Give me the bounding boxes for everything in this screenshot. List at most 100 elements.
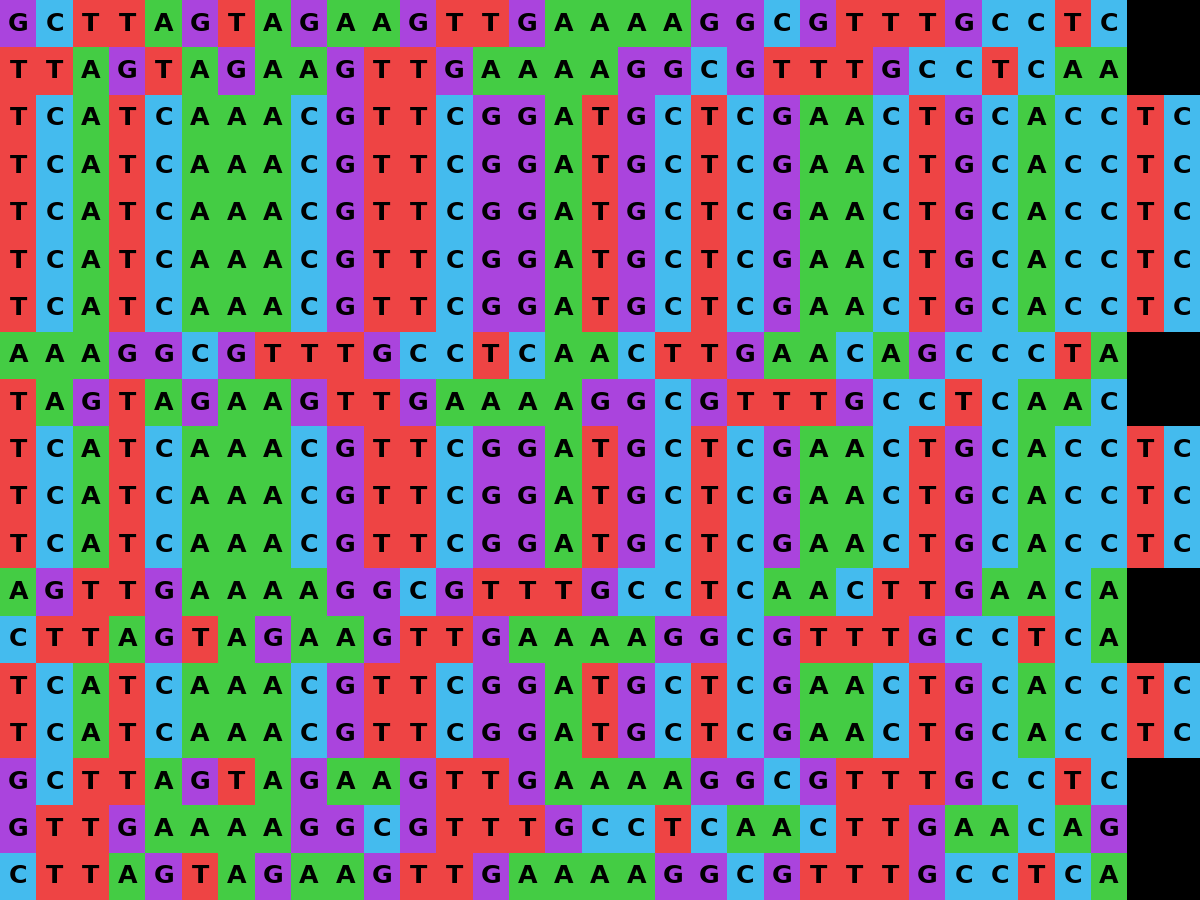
- Text: T: T: [119, 675, 136, 698]
- Bar: [364, 237, 400, 284]
- Text: G: G: [480, 722, 502, 746]
- Text: G: G: [844, 391, 865, 415]
- Text: C: C: [155, 296, 173, 320]
- Bar: [109, 663, 145, 710]
- Text: C: C: [628, 343, 646, 367]
- Bar: [109, 521, 145, 569]
- Text: G: G: [881, 59, 901, 83]
- Bar: [1055, 142, 1091, 190]
- Text: G: G: [408, 817, 428, 841]
- Text: T: T: [119, 202, 136, 225]
- Text: C: C: [1063, 864, 1082, 888]
- Text: A: A: [191, 202, 210, 225]
- Text: A: A: [191, 106, 210, 130]
- Bar: [509, 616, 546, 663]
- Text: G: G: [517, 770, 538, 794]
- Bar: [872, 663, 910, 710]
- Text: A: A: [626, 864, 646, 888]
- Bar: [290, 569, 328, 616]
- Bar: [654, 758, 691, 806]
- Text: A: A: [662, 770, 683, 794]
- Bar: [145, 852, 182, 900]
- Bar: [0, 284, 36, 331]
- Bar: [1018, 710, 1055, 758]
- Bar: [36, 616, 73, 663]
- Bar: [910, 758, 946, 806]
- Bar: [400, 663, 437, 710]
- Text: A: A: [517, 391, 538, 415]
- Text: G: G: [480, 202, 502, 225]
- Text: G: G: [626, 154, 647, 178]
- Text: C: C: [445, 202, 463, 225]
- Bar: [400, 94, 437, 142]
- Bar: [654, 473, 691, 521]
- Bar: [910, 616, 946, 663]
- Bar: [437, 616, 473, 663]
- Text: A: A: [554, 296, 574, 320]
- Text: A: A: [1027, 485, 1046, 509]
- Bar: [1055, 663, 1091, 710]
- Text: T: T: [773, 391, 791, 415]
- Bar: [218, 473, 254, 521]
- Bar: [254, 569, 290, 616]
- Bar: [509, 48, 546, 94]
- Text: G: G: [335, 722, 356, 746]
- Bar: [946, 142, 982, 190]
- Text: T: T: [592, 248, 608, 273]
- Bar: [145, 710, 182, 758]
- Text: T: T: [846, 59, 863, 83]
- Bar: [182, 521, 218, 569]
- Text: T: T: [1136, 533, 1154, 557]
- Text: A: A: [227, 722, 246, 746]
- Text: C: C: [991, 391, 1009, 415]
- Bar: [1055, 94, 1091, 142]
- Bar: [1164, 616, 1200, 663]
- Bar: [910, 237, 946, 284]
- Bar: [473, 806, 509, 852]
- Bar: [254, 663, 290, 710]
- Bar: [727, 473, 763, 521]
- Bar: [109, 379, 145, 427]
- Bar: [0, 427, 36, 473]
- Bar: [73, 663, 109, 710]
- Bar: [1018, 190, 1055, 237]
- Bar: [1164, 0, 1200, 48]
- Bar: [473, 473, 509, 521]
- Bar: [982, 190, 1018, 237]
- Text: C: C: [445, 675, 463, 698]
- Text: T: T: [119, 533, 136, 557]
- Text: G: G: [953, 485, 974, 509]
- Bar: [910, 0, 946, 48]
- Text: G: G: [335, 675, 356, 698]
- Bar: [437, 663, 473, 710]
- Text: T: T: [373, 722, 390, 746]
- Text: A: A: [82, 106, 101, 130]
- Text: A: A: [299, 627, 319, 652]
- Text: C: C: [1172, 296, 1192, 320]
- Bar: [727, 806, 763, 852]
- Bar: [1091, 616, 1127, 663]
- Bar: [836, 142, 872, 190]
- Bar: [437, 758, 473, 806]
- Bar: [727, 710, 763, 758]
- Text: G: G: [335, 296, 356, 320]
- Bar: [910, 94, 946, 142]
- Text: G: G: [408, 770, 428, 794]
- Text: C: C: [773, 12, 791, 36]
- Bar: [400, 806, 437, 852]
- Text: A: A: [336, 770, 355, 794]
- Text: G: G: [480, 248, 502, 273]
- Bar: [400, 331, 437, 379]
- Bar: [328, 331, 364, 379]
- Bar: [1055, 190, 1091, 237]
- Bar: [982, 94, 1018, 142]
- Bar: [872, 852, 910, 900]
- Bar: [910, 331, 946, 379]
- Text: T: T: [10, 485, 26, 509]
- Text: C: C: [737, 864, 755, 888]
- Bar: [691, 427, 727, 473]
- Bar: [290, 473, 328, 521]
- Text: C: C: [700, 817, 719, 841]
- Text: C: C: [300, 533, 318, 557]
- Bar: [473, 569, 509, 616]
